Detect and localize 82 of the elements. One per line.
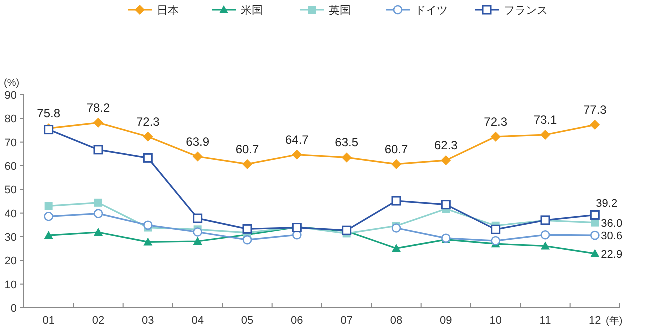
point	[491, 236, 500, 246]
legend-label: ドイツ	[415, 5, 448, 17]
point	[44, 231, 54, 240]
y-tick-label: 40	[4, 208, 17, 220]
point	[540, 130, 550, 140]
data-label: 60.7	[236, 142, 260, 156]
data-label: 39.2	[596, 198, 618, 210]
data-label: 72.3	[484, 114, 508, 129]
y-tick-label: 70	[4, 137, 17, 150]
data-label: 63.9	[186, 134, 210, 149]
point	[143, 132, 154, 142]
point	[490, 132, 501, 142]
point	[144, 220, 153, 230]
point	[193, 214, 203, 224]
x-tick-label: 08	[390, 315, 403, 327]
data-label: 60.7	[384, 142, 408, 156]
y-tick-label: 90	[4, 90, 17, 102]
data-label: 22.9	[601, 248, 623, 261]
point	[94, 145, 104, 155]
point	[590, 230, 600, 240]
x-axis-title: (年)	[606, 315, 623, 327]
y-tick-label: 60	[4, 161, 17, 173]
data-label: 73.1	[534, 112, 558, 127]
legend-label: 英国	[329, 4, 351, 17]
y-tick-label: 0	[10, 303, 17, 315]
point	[541, 242, 550, 250]
data-label: 75.8	[37, 106, 61, 121]
point	[392, 159, 402, 170]
legend-label: フランス	[504, 5, 548, 17]
data-label: 30.6	[601, 230, 623, 243]
point	[392, 196, 402, 206]
data-label: 64.7	[285, 132, 310, 147]
point	[242, 224, 252, 234]
point	[192, 152, 203, 162]
data-label: 62.3	[434, 138, 458, 153]
point	[590, 210, 600, 220]
point	[94, 228, 103, 236]
x-tick-label: 05	[241, 315, 254, 327]
y-tick-label: 80	[4, 114, 17, 126]
x-tick-label: 04	[192, 315, 204, 327]
y-axis-title: (%)	[4, 78, 20, 89]
point	[193, 236, 202, 245]
legend-label: 日本	[157, 4, 179, 17]
x-tick-label: 10	[490, 315, 502, 327]
data-label: 72.3	[136, 114, 160, 129]
point	[392, 224, 402, 233]
x-tick-label: 11	[540, 315, 552, 327]
data-label: 63.5	[335, 136, 359, 150]
point	[94, 198, 102, 207]
data-label: 78.2	[86, 100, 110, 115]
point	[590, 120, 600, 130]
point	[491, 224, 501, 234]
point	[392, 244, 401, 252]
point	[441, 200, 451, 210]
point	[143, 153, 153, 163]
point	[193, 228, 202, 237]
y-tick-label: 20	[4, 256, 17, 268]
legend-label: 米国	[241, 4, 263, 17]
x-tick-label: 09	[440, 315, 452, 327]
point	[144, 238, 153, 246]
x-tick-label: 01	[42, 315, 55, 327]
data-label: 36.0	[601, 218, 623, 230]
x-tick-label: 12	[589, 315, 602, 327]
point	[292, 150, 302, 160]
point	[44, 202, 53, 210]
data-label: 77.3	[583, 103, 608, 118]
x-tick-label: 07	[340, 315, 353, 327]
x-tick-label: 06	[291, 315, 304, 327]
y-tick-label: 30	[4, 232, 17, 244]
point	[94, 118, 104, 128]
x-tick-label: 02	[92, 315, 105, 327]
point	[540, 230, 550, 240]
point	[441, 156, 452, 166]
point	[44, 212, 54, 222]
point	[590, 249, 600, 258]
y-tick-label: 10	[4, 279, 17, 292]
point	[242, 235, 252, 245]
point	[94, 209, 104, 218]
point	[242, 159, 252, 170]
y-tick-label: 50	[4, 184, 17, 197]
x-tick-label: 03	[142, 315, 154, 327]
point	[342, 152, 352, 163]
